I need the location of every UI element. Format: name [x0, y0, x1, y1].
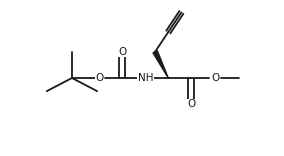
Text: O: O — [187, 99, 195, 109]
Polygon shape — [153, 51, 168, 78]
Text: O: O — [211, 73, 220, 83]
Text: O: O — [95, 73, 103, 83]
Text: NH: NH — [137, 73, 153, 83]
Text: O: O — [118, 47, 126, 57]
